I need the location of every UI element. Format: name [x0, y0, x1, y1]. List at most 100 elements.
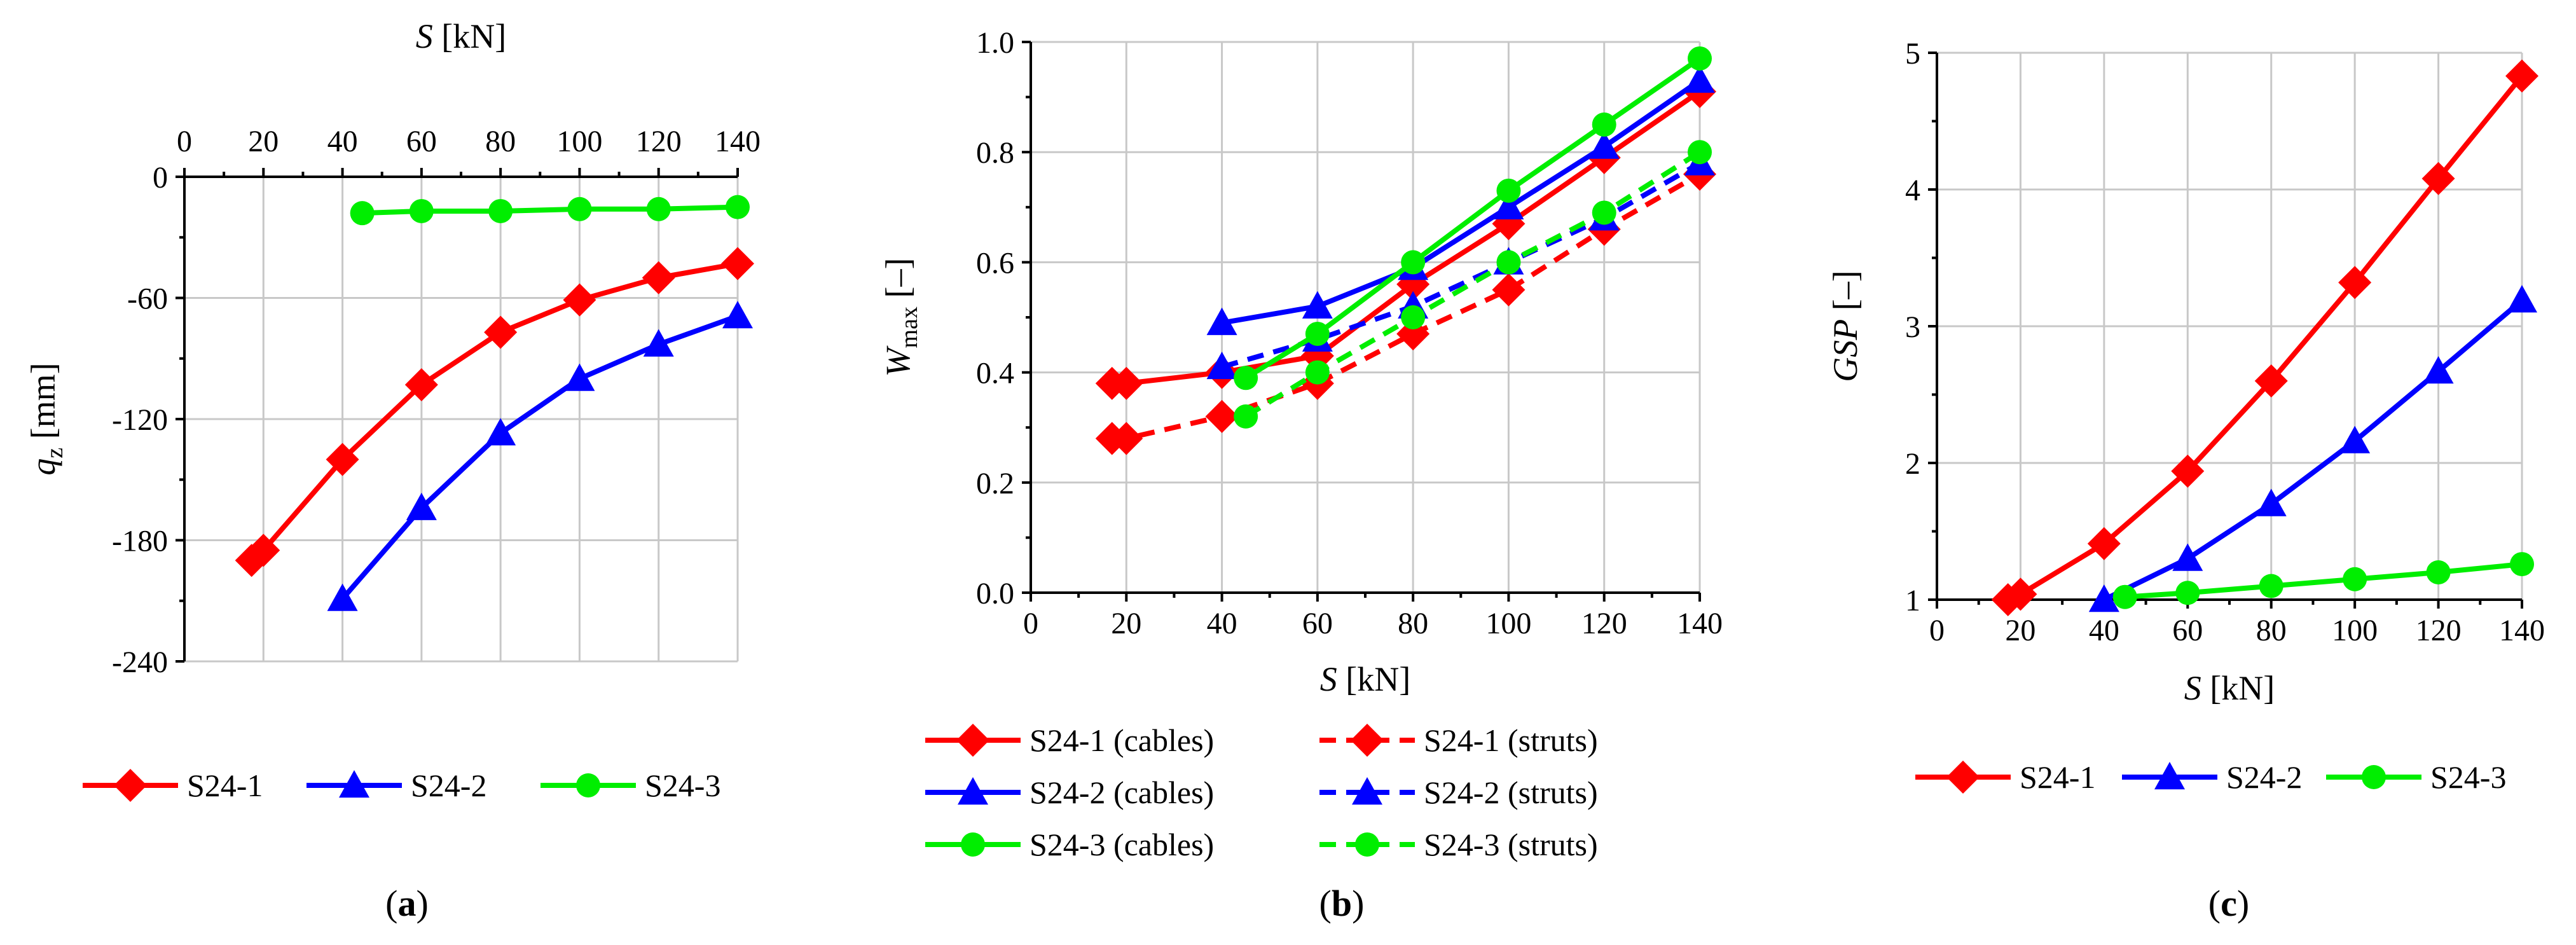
y-axis-title: qz [mm] — [24, 362, 68, 475]
data-point-s24-2 — [643, 329, 674, 357]
legend-label: S24-1 — [2020, 759, 2095, 795]
data-point-s24-3 — [2510, 552, 2534, 577]
data-point-s24-2-cables — [1684, 65, 1715, 93]
legend-item-s24-2-struts: S24-2 (struts) — [1319, 775, 1598, 810]
legend-label: S24-2 — [2226, 759, 2302, 795]
data-point-s24-2 — [2507, 285, 2537, 313]
data-point-s24-3 — [2112, 584, 2137, 609]
legend-label: S24-3 (struts) — [1424, 827, 1598, 862]
y-tick-label: 1.0 — [976, 26, 1014, 60]
x-tick-label: 60 — [2172, 614, 2203, 647]
legend-label: S24-2 (cables) — [1030, 775, 1214, 810]
series-s24-3 — [350, 195, 750, 226]
legend: S24-1 S24-2 S24-3 — [1915, 759, 2506, 795]
x-tick-label: 100 — [2332, 614, 2378, 647]
x-tick-label: 80 — [485, 125, 516, 158]
series-line-s24-3-cables — [1244, 56, 1702, 380]
series-s24-2 — [2088, 285, 2537, 612]
legend-marker — [1946, 761, 1980, 794]
data-point-s24-1 — [2004, 577, 2037, 611]
legend-marker — [1351, 724, 1384, 757]
x-tick-label: 20 — [2005, 614, 2035, 647]
y-tick-label: 4 — [1905, 174, 1920, 207]
legend-label: S24-1 — [187, 768, 263, 803]
series-s24-1 — [1991, 59, 2538, 616]
series-line-s24-1 — [250, 261, 738, 563]
x-tick-label: 120 — [1581, 607, 1627, 640]
data-point-s24-1-struts — [1205, 399, 1239, 433]
x-tick-label: 140 — [715, 125, 761, 158]
legend-item-s24-1-struts: S24-1 (struts) — [1319, 722, 1598, 758]
data-point-s24-1 — [2505, 59, 2538, 93]
x-tick-label: 0 — [177, 125, 192, 158]
data-point-s24-3 — [409, 198, 434, 223]
y-tick-label: 0.8 — [976, 136, 1014, 170]
data-point-s24-3 — [2259, 574, 2283, 598]
data-point-s24-2-cables — [1588, 131, 1620, 159]
legend-item-s24-3: S24-3 — [2326, 759, 2506, 795]
x-tick-label: 0 — [1929, 614, 1945, 647]
legend-label: S24-1 (cables) — [1030, 722, 1214, 758]
data-point-s24-2 — [564, 363, 595, 391]
legend-marker — [576, 773, 600, 797]
data-point-s24-3 — [2175, 581, 2200, 605]
data-point-s24-2-cables — [1302, 291, 1333, 319]
y-tick-label: 0.2 — [976, 467, 1014, 500]
x-tick-label: 40 — [327, 125, 358, 158]
data-point-s24-1 — [2171, 454, 2205, 488]
x-tick-label: 140 — [1677, 607, 1723, 640]
legend-label: S24-3 (cables) — [1030, 827, 1214, 862]
y-tick-label: 2 — [1905, 447, 1920, 481]
data-point-s24-3-cables — [1688, 46, 1712, 71]
series-s24-2-cables — [1206, 65, 1715, 335]
legend-label: S24-3 — [2430, 759, 2506, 795]
series-line-s24-1-struts — [1112, 172, 1701, 441]
y-tick-label: -240 — [112, 645, 168, 679]
data-point-s24-1 — [721, 247, 754, 280]
panel-label: (c) — [2208, 883, 2249, 924]
x-axis-title: S [kN] — [2184, 669, 2275, 707]
data-point-s24-2 — [2423, 355, 2454, 384]
y-tick-label: 1 — [1905, 584, 1920, 617]
y-tick-label: 0 — [153, 161, 168, 195]
data-point-s24-3 — [646, 197, 671, 221]
x-tick-label: 40 — [2089, 614, 2119, 647]
data-point-s24-2-cables — [1206, 307, 1237, 335]
series-line-s24-1-cables — [1112, 89, 1702, 386]
y-tick-label: 0.4 — [976, 357, 1014, 390]
legend-marker — [1352, 777, 1382, 805]
legend: S24-1 (cables) S24-1 (struts) S24-2 (cable… — [925, 722, 1598, 862]
data-point-s24-2 — [406, 492, 437, 520]
data-point-s24-1 — [484, 315, 518, 349]
legend-item-s24-1: S24-1 — [83, 768, 263, 803]
data-point-s24-2-struts — [1206, 351, 1237, 380]
data-point-s24-1 — [642, 261, 675, 294]
data-point-s24-1 — [404, 368, 438, 402]
x-tick-label: 120 — [636, 125, 682, 158]
legend-marker — [956, 724, 989, 757]
data-point-s24-3-struts — [1305, 360, 1330, 385]
series-s24-3-struts — [1234, 140, 1712, 429]
panel-label: (a) — [385, 883, 429, 924]
data-point-s24-3-struts — [1688, 140, 1712, 165]
series-line-s24-2 — [340, 314, 739, 601]
x-tick-label: 0 — [1023, 607, 1038, 640]
panel-b: 0 20 40 60 80 100 120 140 0.0 0.2 0.4 0.6 0.8 1.0 S [k… — [879, 26, 1723, 924]
legend-item-s24-1: S24-1 — [1915, 759, 2095, 795]
y-tick-label: -120 — [112, 403, 168, 437]
data-point-s24-3-struts — [1496, 250, 1521, 275]
x-tick-label: 120 — [2416, 614, 2462, 647]
legend-marker — [1355, 832, 1379, 857]
legend-item-s24-1-cables: S24-1 (cables) — [925, 722, 1214, 758]
legend-label: S24-1 (struts) — [1424, 722, 1598, 758]
x-axis-title: S [kN] — [1320, 660, 1410, 698]
series-s24-2 — [327, 301, 753, 611]
data-point-s24-1-struts — [1492, 273, 1526, 307]
data-point-s24-1 — [247, 534, 280, 567]
legend-item-s24-3-struts: S24-3 (struts) — [1319, 827, 1598, 862]
legend-item-s24-2: S24-2 — [307, 768, 486, 803]
series-line-s24-3-struts — [1244, 149, 1702, 419]
legend-item-s24-3-cables: S24-3 (cables) — [925, 827, 1214, 862]
series-line-s24-2 — [2103, 298, 2524, 602]
